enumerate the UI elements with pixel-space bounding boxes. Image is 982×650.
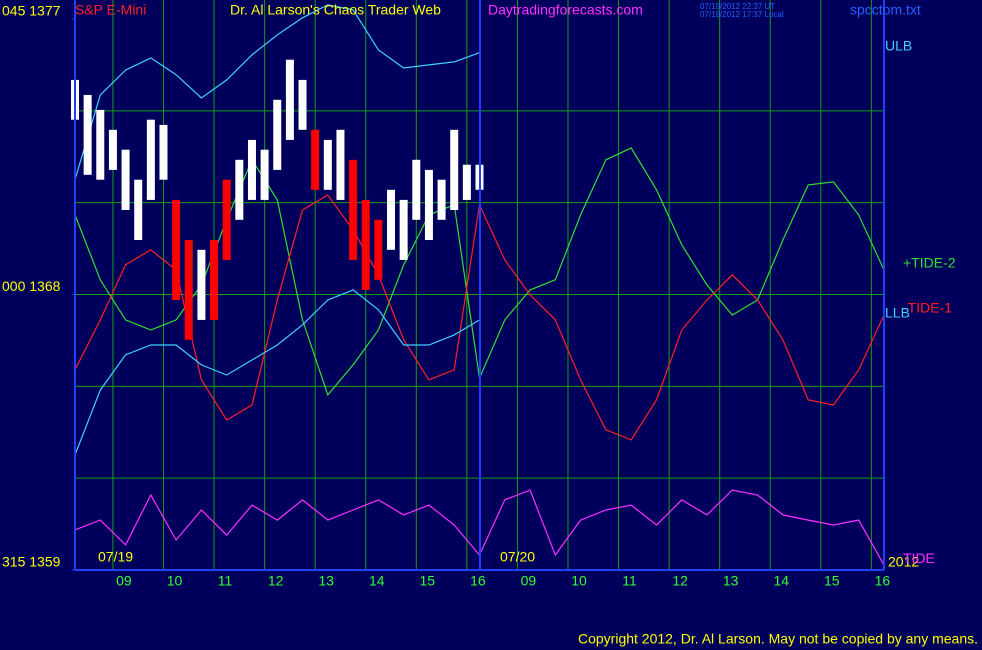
- price-bar: [349, 159, 358, 260]
- price-bar: [172, 199, 181, 301]
- y-tick-label: 315 1359: [2, 554, 61, 570]
- x-tick-label: 16: [875, 573, 891, 589]
- price-bar: [323, 139, 332, 190]
- timestamp: 07/19/2012 17:37 Local: [700, 10, 784, 19]
- chart-title: Dr. Al Larson's Chaos Trader Web: [230, 2, 441, 18]
- site: Daytradingforecasts.com: [488, 2, 643, 18]
- series-label: ULB: [885, 37, 912, 53]
- timestamp: 07/19/2012 22:37 UT: [700, 2, 775, 11]
- price-bar: [273, 99, 282, 170]
- price-bar: [222, 179, 231, 260]
- x-tick-label: 14: [773, 573, 789, 589]
- x-tick-label: 10: [571, 573, 587, 589]
- series-label: TIDE: [903, 550, 935, 566]
- price-bar: [96, 109, 105, 180]
- x-tick-label: 11: [622, 573, 637, 589]
- price-bar: [374, 219, 383, 280]
- price-bar: [336, 129, 345, 200]
- y-tick-label: 000 1368: [2, 278, 61, 294]
- price-bar: [159, 124, 168, 180]
- series-line: [74, 289, 480, 456]
- price-bar: [298, 79, 307, 130]
- price-bar: [387, 189, 396, 250]
- file-name: spcctom.txt: [850, 2, 921, 18]
- y-tick-label: 045 1377: [2, 3, 61, 19]
- series-line: [74, 4, 480, 180]
- price-bar: [424, 169, 433, 241]
- price-bar: [412, 159, 421, 220]
- x-tick-label: 12: [672, 573, 688, 589]
- date-label: 07/20: [500, 549, 535, 565]
- x-tick-label: 10: [167, 573, 183, 589]
- x-tick-label: 13: [723, 573, 739, 589]
- series-label: LLB: [885, 305, 910, 321]
- price-bar: [108, 129, 117, 170]
- x-tick-label: 09: [521, 573, 537, 589]
- price-bar: [437, 179, 446, 220]
- price-bar: [146, 119, 155, 200]
- copyright: Copyright 2012, Dr. Al Larson. May not b…: [578, 631, 978, 647]
- x-tick-label: 15: [824, 573, 840, 589]
- x-tick-label: 16: [470, 573, 486, 589]
- price-bar: [210, 240, 219, 320]
- price-bar: [260, 149, 269, 200]
- price-bar: [450, 129, 459, 211]
- instrument: S&P E-Mini: [75, 2, 146, 18]
- price-bar: [311, 129, 320, 190]
- date-label: 2012: [888, 554, 919, 570]
- price-bar: [399, 199, 408, 260]
- price-bar: [121, 149, 130, 211]
- x-tick-label: 11: [218, 573, 233, 589]
- x-tick-label: 12: [268, 573, 284, 589]
- x-tick-label: 13: [318, 573, 334, 589]
- price-bar: [285, 59, 294, 140]
- price-bar: [235, 159, 244, 220]
- price-bar: [197, 249, 206, 320]
- price-bar: [83, 94, 92, 175]
- price-bar: [462, 164, 471, 200]
- price-bar: [361, 199, 370, 290]
- price-bar: [134, 179, 143, 241]
- date-label: 07/19: [98, 549, 133, 565]
- x-tick-label: 15: [420, 573, 436, 589]
- series-label: +TIDE-2: [903, 255, 956, 271]
- series-label: -TIDE-1: [903, 300, 952, 316]
- x-tick-label: 09: [116, 573, 132, 589]
- marks: [71, 4, 885, 566]
- x-tick-label: 14: [369, 573, 385, 589]
- price-bar: [184, 240, 193, 340]
- price-bar: [247, 139, 256, 200]
